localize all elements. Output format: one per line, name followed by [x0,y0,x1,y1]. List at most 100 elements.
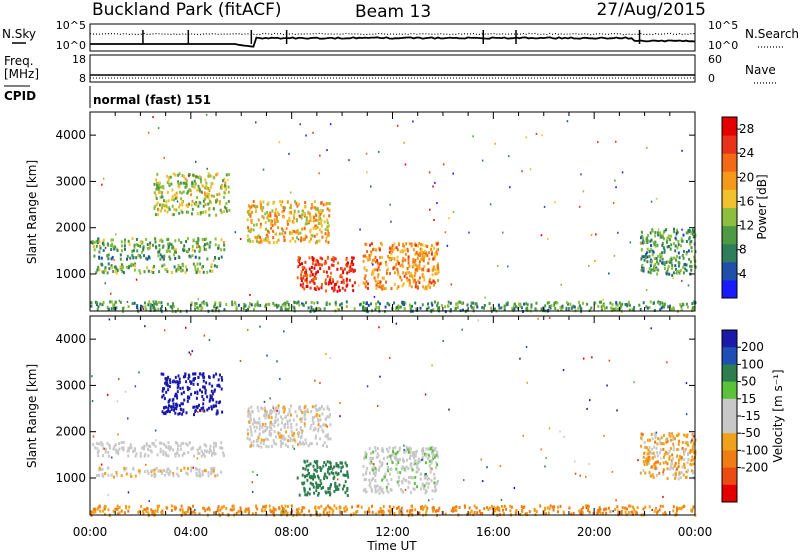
data-cell [315,509,317,513]
data-cell [619,510,622,514]
scatter-cell [595,233,597,236]
data-cell [174,380,177,384]
scatter-cell [580,173,582,176]
data-cell [373,258,375,262]
data-cell [653,268,656,272]
data-cell [206,242,209,246]
data-cell [201,470,204,473]
data-cell [231,504,234,508]
data-cell [410,465,413,469]
data-cell [614,508,617,511]
data-cell [416,285,419,289]
data-cell [640,257,643,261]
data-cell [313,281,316,285]
data-cell [407,261,410,265]
data-cell [626,507,628,511]
data-cell [152,442,155,446]
data-cell [319,216,322,220]
data-cell [174,411,177,415]
data-cell [160,203,163,207]
scatter-cell [269,397,271,400]
data-cell [300,431,303,435]
data-cell [310,423,313,427]
data-cell [161,395,164,399]
data-cell [178,185,181,189]
data-cell [314,288,317,292]
data-cell [668,449,671,453]
data-cell [363,267,366,271]
data-cell [672,509,675,513]
scatter-cell [687,284,690,287]
data-cell [175,407,178,411]
data-cell [196,406,199,410]
data-cell [216,172,219,176]
data-cell [395,458,398,462]
data-cell [305,301,307,305]
data-cell [618,301,621,305]
data-cell [563,512,566,516]
data-cell [402,271,405,275]
data-cell [277,404,280,408]
data-cell [374,472,377,476]
data-cell [320,286,323,290]
data-cell [307,444,310,448]
data-cell [194,391,196,395]
data-cell [570,512,573,516]
data-cell [377,488,380,492]
data-cell [291,231,294,235]
data-cell [646,306,649,310]
data-cell [288,408,291,412]
scatter-cell [629,241,632,244]
data-cell [440,304,443,308]
data-cell [170,408,173,411]
data-cell [269,218,272,222]
scatter-cell [461,328,463,331]
data-cell [214,237,217,241]
data-cell [281,509,284,513]
data-cell [213,451,216,455]
data-cell [364,306,367,310]
data-cell [582,301,584,305]
data-cell [344,480,347,484]
data-cell [308,487,311,491]
data-cell [203,409,206,413]
data-cell [362,254,365,258]
data-cell [326,274,329,278]
scatter-cell [468,231,470,234]
data-cell [329,276,332,279]
scatter-cell [425,472,427,475]
data-cell [251,422,254,426]
data-cell [289,206,292,210]
data-cell [299,231,302,235]
data-cell [428,281,431,285]
data-cell [680,308,683,312]
data-cell [434,272,437,276]
data-cell [95,271,98,275]
data-cell [362,489,365,492]
data-cell [315,214,318,217]
data-cell [671,432,673,436]
data-cell [346,472,349,476]
data-cell [691,306,694,310]
data-cell [149,308,152,312]
data-cell [145,308,148,312]
data-cell [681,506,684,510]
data-cell [678,271,681,275]
data-cell [244,304,247,308]
data-cell [690,268,693,272]
data-cell [431,459,433,462]
data-cell [397,242,400,246]
data-cell [682,233,685,237]
data-cell [345,473,348,477]
scatter-cell [499,465,502,468]
data-cell [297,300,300,304]
data-cell [279,439,282,443]
data-cell [653,264,655,268]
data-cell [158,181,160,185]
data-cell [690,508,693,512]
data-cell [682,505,685,508]
data-cell [424,452,426,456]
data-cell [466,303,469,307]
data-cell [424,244,427,248]
data-cell [168,410,171,414]
